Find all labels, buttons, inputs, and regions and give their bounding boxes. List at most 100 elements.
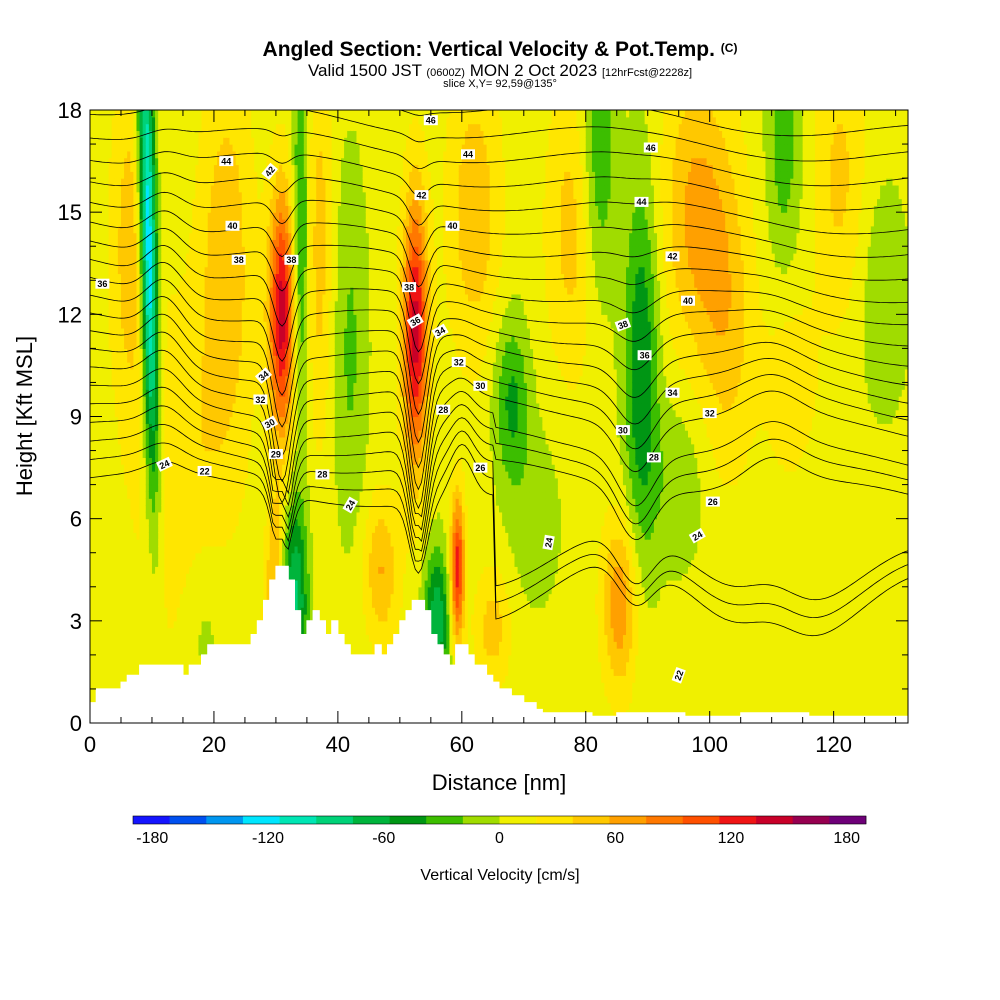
velocity-cell (96, 416, 100, 424)
velocity-cell (102, 321, 107, 329)
velocity-cell (124, 212, 128, 220)
velocity-cell (139, 110, 144, 111)
velocity-cell (108, 307, 113, 315)
velocity-cell (120, 614, 125, 622)
velocity-cell (117, 457, 122, 465)
velocity-cell (96, 205, 100, 213)
velocity-cell (90, 341, 94, 349)
velocity-cell (111, 675, 116, 683)
velocity-cell (105, 409, 110, 418)
velocity-cell (90, 634, 94, 642)
velocity-cell (108, 368, 113, 377)
velocity-cell (127, 423, 131, 431)
velocity-cell (93, 293, 97, 302)
velocity-cell (145, 110, 150, 111)
velocity-cell (108, 334, 113, 343)
velocity-cell (99, 648, 103, 656)
velocity-cell (120, 498, 125, 506)
velocity-cell (120, 232, 125, 241)
velocity-cell (124, 675, 128, 683)
velocity-cell (96, 423, 100, 431)
velocity-cell (124, 116, 128, 125)
velocity-cell (93, 150, 97, 159)
velocity-cell (102, 266, 107, 275)
velocity-cell (108, 293, 113, 302)
velocity-cell (120, 327, 125, 336)
velocity-cell (120, 627, 125, 636)
velocity-cell (127, 218, 131, 227)
velocity-cell (117, 110, 122, 118)
velocity-cell (114, 464, 119, 472)
velocity-cell (111, 110, 116, 118)
velocity-cell (108, 205, 113, 213)
velocity-cell (124, 334, 128, 343)
velocity-cell (93, 668, 97, 676)
velocity-cell (124, 266, 128, 275)
velocity-cell (117, 246, 122, 254)
velocity-cell (99, 430, 103, 438)
velocity-cell (99, 246, 103, 254)
velocity-cell (226, 110, 231, 111)
velocity-cell (114, 477, 119, 486)
velocity-cell (108, 654, 113, 663)
velocity-cell (127, 205, 131, 213)
velocity-cell (111, 539, 116, 547)
velocity-cell (99, 184, 103, 193)
velocity-cell (99, 362, 103, 370)
velocity-cell (96, 164, 100, 172)
velocity-cell (120, 532, 125, 540)
velocity-cell (120, 273, 125, 281)
velocity-cell (111, 178, 116, 186)
velocity-cell (127, 266, 131, 275)
velocity-cell (90, 695, 94, 704)
velocity-cell (127, 484, 131, 493)
velocity-cell (120, 164, 125, 172)
velocity-cell (235, 110, 240, 111)
velocity-cell (90, 246, 94, 254)
velocity-cell (102, 545, 107, 554)
velocity-cell (111, 620, 116, 629)
velocity-cell (96, 171, 100, 179)
velocity-cell (108, 518, 113, 527)
velocity-cell (99, 409, 103, 418)
velocity-cell (90, 545, 94, 554)
velocity-cell (117, 178, 122, 186)
velocity-cell (124, 477, 128, 486)
velocity-cell (96, 464, 100, 472)
velocity-cell (96, 307, 100, 315)
velocity-cell (99, 239, 103, 247)
velocity-cell (111, 464, 116, 472)
velocity-cell (120, 545, 125, 554)
velocity-cell (124, 341, 128, 349)
velocity-cell (238, 110, 243, 111)
velocity-cell (114, 178, 119, 186)
velocity-cell (96, 586, 100, 595)
velocity-cell (124, 307, 128, 315)
velocity-cell (114, 287, 119, 295)
velocity-cell (96, 246, 100, 254)
velocity-cell (105, 654, 110, 663)
velocity-cell (124, 150, 128, 159)
velocity-cell (93, 246, 97, 254)
velocity-cell (105, 443, 110, 452)
velocity-cell (93, 525, 97, 533)
velocity-cell (93, 212, 97, 220)
velocity-cell (90, 559, 94, 567)
velocity-cell (102, 579, 107, 588)
velocity-cell (93, 675, 97, 683)
velocity-cell (111, 116, 116, 125)
velocity-cell (120, 668, 125, 676)
velocity-cell (124, 293, 128, 302)
velocity-cell (90, 402, 94, 411)
velocity-cell (93, 259, 97, 268)
velocity-cell (127, 368, 131, 377)
velocity-cell (127, 498, 131, 506)
velocity-cell (93, 348, 97, 356)
velocity-cell (90, 593, 94, 601)
velocity-cell (120, 382, 125, 390)
velocity-cell (120, 477, 125, 486)
velocity-cell (120, 470, 125, 479)
velocity-cell (117, 416, 122, 424)
velocity-cell (99, 600, 103, 608)
velocity-cell (96, 648, 100, 656)
